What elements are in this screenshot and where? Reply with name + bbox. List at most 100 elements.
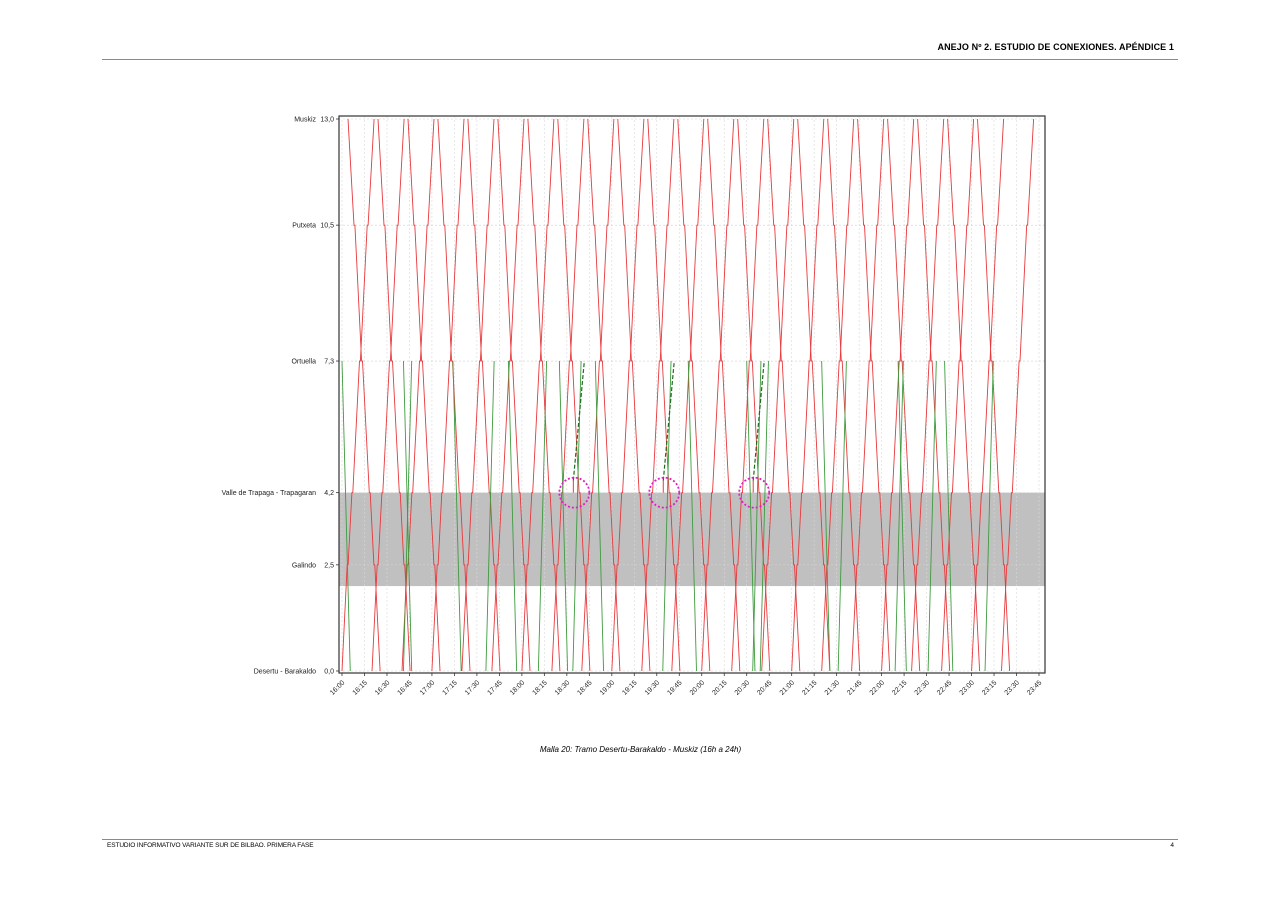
x-tick-label: 18:15 (531, 679, 548, 696)
x-tick-label: 23:00 (959, 679, 976, 696)
red-train-down (347, 118, 381, 672)
green-train-down (687, 361, 697, 672)
red-train-down (497, 118, 531, 672)
green-train-down (746, 361, 756, 672)
red-train-up (1001, 118, 1035, 672)
connection-highlight-circle (558, 476, 591, 509)
green-train-down (944, 361, 954, 672)
red-train-up (461, 118, 495, 672)
green-train-down (594, 361, 605, 672)
x-tick-label: 22:45 (936, 679, 953, 696)
green-train-down (897, 361, 907, 672)
document-header-title: ANEJO Nº 2. ESTUDIO DE CONEXIONES. APÉND… (937, 42, 1174, 52)
dashed-connection (572, 360, 585, 481)
x-tick-label: 23:15 (981, 679, 998, 696)
green-train-down (558, 361, 569, 672)
red-train-down (617, 118, 651, 672)
red-train-up (701, 118, 735, 672)
station-km-label: 7,3 (324, 359, 334, 366)
x-tick-label: 20:00 (689, 679, 706, 696)
station-label: Desertu - Barakaldo (254, 669, 316, 676)
station-label: Muskiz (294, 117, 316, 124)
green-train-up (485, 361, 495, 672)
green-train-down (403, 361, 413, 672)
red-train-down (947, 118, 981, 672)
station-label: Putxeta (292, 223, 316, 230)
series-layer (341, 118, 1035, 672)
x-tick-label: 21:45 (846, 679, 863, 696)
red-train-up (641, 118, 675, 672)
red-train-down (677, 118, 711, 672)
green-train-up (984, 361, 994, 672)
red-train-up (341, 118, 375, 672)
station-km-label: 2,5 (324, 562, 334, 569)
station-label: Ortuella (291, 359, 316, 366)
red-train-down (707, 118, 741, 672)
green-train-down (507, 361, 518, 672)
green-train-down (452, 361, 462, 672)
red-train-up (971, 118, 1005, 672)
x-tick-label: 17:45 (486, 679, 503, 696)
green-train-up (759, 361, 769, 672)
connection-highlight-circle (738, 476, 771, 509)
x-tick-label: 22:30 (914, 679, 931, 696)
highlight-layer (558, 360, 771, 509)
page-number: 4 (1170, 842, 1174, 849)
grid-layer (339, 116, 1045, 673)
x-tick-label: 19:30 (644, 679, 661, 696)
red-train-down (407, 118, 441, 672)
dashed-connection (752, 360, 765, 481)
red-train-down (647, 118, 681, 672)
station-label: Galindo (292, 562, 316, 569)
x-tick-label: 22:00 (869, 679, 886, 696)
green-train-down (821, 361, 831, 672)
x-tick-label: 19:15 (621, 679, 638, 696)
red-train-down (797, 118, 831, 672)
red-train-down (587, 118, 621, 672)
station-km-label: 10,5 (320, 223, 334, 230)
red-train-up (431, 118, 465, 672)
red-train-down (527, 118, 561, 672)
x-tick-label: 23:30 (1004, 679, 1021, 696)
station-km-label: 13,0 (320, 117, 334, 124)
green-train-up (894, 361, 904, 672)
x-tick-label: 16:00 (329, 679, 346, 696)
connection-highlight-circle (648, 476, 681, 509)
red-train-up (941, 118, 975, 672)
red-train-down (467, 118, 501, 672)
x-tick-label: 21:00 (779, 679, 796, 696)
red-train-down (917, 118, 951, 672)
red-train-up (491, 118, 525, 672)
red-train-down (377, 118, 411, 672)
station-km-label: 0,0 (324, 669, 334, 676)
red-train-up (821, 118, 855, 672)
red-train-down (887, 118, 921, 672)
green-train-up (537, 361, 548, 672)
green-train-down (341, 361, 351, 672)
red-train-up (761, 118, 795, 672)
red-train-down (437, 118, 471, 672)
x-tick-label: 18:00 (509, 679, 526, 696)
red-train-down (557, 118, 591, 672)
red-train-up (581, 118, 615, 672)
red-train-up (401, 118, 435, 672)
red-train-up (851, 118, 885, 672)
header-divider (102, 59, 1178, 60)
red-train-up (911, 118, 945, 672)
green-train-up (927, 361, 937, 672)
red-train-up (731, 118, 765, 672)
red-train-up (791, 118, 825, 672)
red-train-up (881, 118, 915, 672)
footer-document-title: ESTUDIO INFORMATIVO VARIANTE SUR DE BILB… (107, 842, 314, 849)
x-tick-label: 21:15 (801, 679, 818, 696)
x-tick-label: 17:15 (441, 679, 458, 696)
x-tick-label: 16:15 (352, 679, 369, 696)
x-tick-label: 22:15 (891, 679, 908, 696)
x-tick-label: 18:45 (576, 679, 593, 696)
red-train-down (767, 118, 801, 672)
x-tick-label: 17:00 (419, 679, 436, 696)
figure-caption: Malla 20: Tramo Desertu-Barakaldo - Musk… (539, 745, 742, 754)
x-tick-label: 19:45 (666, 679, 683, 696)
x-tick-label: 23:45 (1026, 679, 1043, 696)
red-train-down (977, 118, 1011, 672)
